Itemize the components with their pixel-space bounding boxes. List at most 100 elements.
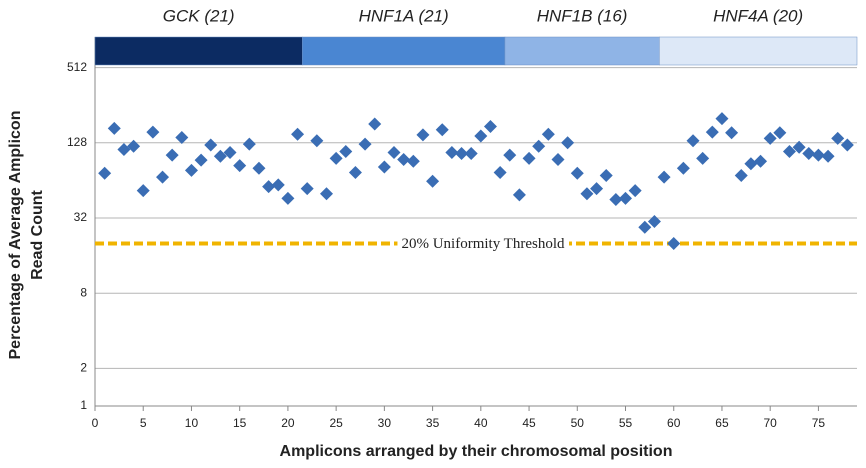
data-point [194, 153, 208, 167]
data-point [291, 127, 305, 141]
y-tick-label: 2 [80, 361, 87, 375]
data-point [638, 220, 652, 234]
x-tick-label: 70 [764, 416, 778, 430]
data-point [377, 160, 391, 174]
data-point [271, 178, 285, 192]
x-tick-label: 75 [812, 416, 826, 430]
data-point [763, 131, 777, 145]
data-point [599, 169, 613, 183]
data-point [426, 174, 440, 188]
data-point [416, 128, 430, 142]
x-tick-label: 0 [92, 416, 99, 430]
x-tick-label: 55 [619, 416, 633, 430]
data-point [493, 166, 507, 180]
y-tick-label: 1 [80, 398, 87, 412]
data-point [532, 139, 546, 153]
data-point [281, 191, 295, 205]
data-point [541, 127, 555, 141]
x-tick-label: 45 [522, 416, 536, 430]
data-point [561, 136, 575, 150]
x-tick-label: 30 [378, 416, 392, 430]
data-point [165, 148, 179, 162]
data-point [107, 121, 121, 135]
data-point [522, 151, 536, 165]
y-tick-label: 128 [67, 135, 87, 149]
y-tick-label: 8 [80, 285, 87, 299]
x-tick-label: 35 [426, 416, 440, 430]
data-point [782, 145, 796, 159]
data-point [715, 112, 729, 126]
gene-label: HNF1B (16) [537, 6, 628, 25]
gene-label: HNF4A (20) [713, 6, 803, 25]
data-point [358, 137, 372, 151]
x-tick-label: 15 [233, 416, 247, 430]
data-point [464, 147, 478, 161]
x-tick-label: 65 [715, 416, 729, 430]
data-point [667, 236, 681, 250]
data-point [792, 140, 806, 154]
data-point [609, 193, 623, 207]
data-point [223, 146, 237, 160]
data-point [455, 147, 469, 161]
data-point [580, 187, 594, 201]
data-point [127, 139, 141, 153]
data-point [705, 125, 719, 139]
data-point [213, 149, 227, 163]
data-point [821, 149, 835, 163]
data-point [734, 169, 748, 183]
gene-label: HNF1A (21) [359, 6, 449, 25]
data-point [445, 146, 459, 160]
data-point [262, 180, 276, 194]
x-tick-label: 20 [281, 416, 295, 430]
gene-band [504, 36, 660, 66]
data-point [570, 166, 584, 180]
y-tick-label: 32 [74, 210, 88, 224]
x-tick-label: 25 [329, 416, 343, 430]
data-point [474, 129, 488, 143]
x-tick-label: 50 [571, 416, 585, 430]
gene-band [659, 36, 858, 66]
data-point [406, 154, 420, 168]
data-point [657, 170, 671, 184]
data-point [831, 131, 845, 145]
x-tick-label: 60 [667, 416, 681, 430]
data-point [348, 166, 362, 180]
data-point [503, 148, 517, 162]
y-axis-title: Read Count [29, 189, 46, 279]
x-tick-label: 5 [140, 416, 147, 430]
gene-label: GCK (21) [163, 6, 235, 25]
data-point [725, 126, 739, 140]
data-point [619, 191, 633, 205]
data-point [696, 151, 710, 165]
y-tick-label: 512 [67, 60, 87, 74]
gene-band [94, 36, 303, 66]
data-point [512, 188, 526, 202]
threshold-label: 20% Uniformity Threshold [401, 236, 565, 252]
data-point [146, 125, 160, 139]
threshold-label-bg [397, 234, 570, 253]
gene-band [302, 36, 506, 66]
data-point [754, 154, 768, 168]
x-tick-label: 40 [474, 416, 488, 430]
data-point [840, 138, 854, 152]
data-point [628, 184, 642, 198]
data-point [310, 134, 324, 148]
data-point [184, 163, 198, 177]
data-point [676, 161, 690, 175]
data-point [744, 157, 758, 171]
data-point [590, 182, 604, 196]
data-point [551, 153, 565, 167]
data-point [368, 117, 382, 131]
x-tick-label: 10 [185, 416, 199, 430]
data-point [136, 184, 150, 198]
data-point [156, 170, 170, 184]
data-point [397, 153, 411, 167]
data-point [233, 159, 247, 173]
data-point [319, 187, 333, 201]
data-point [329, 151, 343, 165]
data-point [204, 138, 218, 152]
data-point [802, 147, 816, 161]
data-point [686, 134, 700, 148]
data-point [175, 131, 189, 145]
